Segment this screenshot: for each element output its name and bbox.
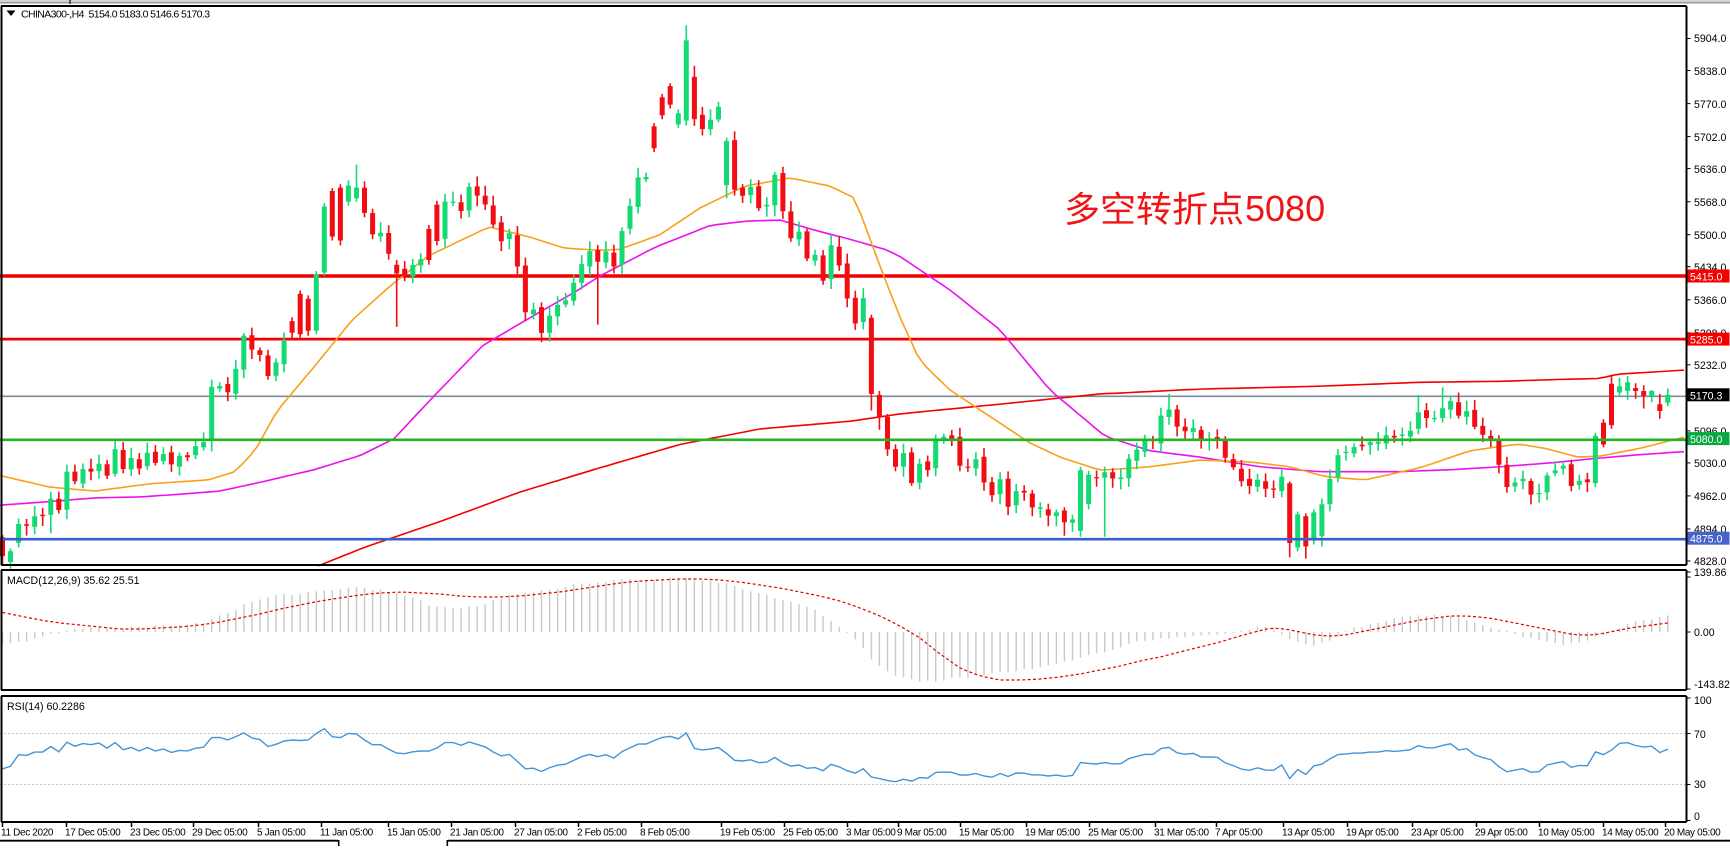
svg-text:-143.82: -143.82 [1694, 679, 1730, 691]
svg-text:20 May 05:00: 20 May 05:00 [1664, 828, 1721, 839]
svg-text:5366.0: 5366.0 [1694, 295, 1727, 307]
svg-text:5232.0: 5232.0 [1694, 360, 1727, 372]
svg-text:5080.0: 5080.0 [1690, 434, 1723, 446]
svg-text:13 Apr 05:00: 13 Apr 05:00 [1282, 828, 1335, 839]
svg-text:0.00: 0.00 [1694, 627, 1715, 639]
svg-text:CHINA300-,H4 5154.0 5183.0 51: CHINA300-,H4 5154.0 5183.0 5146.6 5170.3 [21, 9, 210, 21]
svg-text:30: 30 [1694, 779, 1706, 791]
svg-text:5568.0: 5568.0 [1694, 197, 1727, 209]
svg-text:5080: 5080 [1245, 188, 1325, 229]
svg-text:25 Feb 05:00: 25 Feb 05:00 [783, 828, 839, 839]
svg-text:5636.0: 5636.0 [1694, 164, 1727, 176]
svg-text:0: 0 [1694, 811, 1700, 823]
svg-text:29 Apr 05:00: 29 Apr 05:00 [1475, 828, 1528, 839]
svg-text:21 Jan 05:00: 21 Jan 05:00 [450, 828, 504, 839]
svg-text:8 Feb 05:00: 8 Feb 05:00 [640, 828, 690, 839]
svg-text:5838.0: 5838.0 [1694, 66, 1727, 78]
svg-text:139.86: 139.86 [1694, 567, 1727, 579]
svg-text:4828.0: 4828.0 [1694, 556, 1727, 568]
svg-text:19 Mar 05:00: 19 Mar 05:00 [1025, 828, 1081, 839]
svg-text:27 Jan 05:00: 27 Jan 05:00 [514, 828, 568, 839]
svg-text:15 Mar 05:00: 15 Mar 05:00 [959, 828, 1015, 839]
svg-text:15 Jan 05:00: 15 Jan 05:00 [387, 828, 441, 839]
svg-text:29 Dec 05:00: 29 Dec 05:00 [192, 828, 248, 839]
svg-text:4875.0: 4875.0 [1690, 534, 1723, 546]
svg-text:5904.0: 5904.0 [1694, 33, 1727, 45]
svg-text:70: 70 [1694, 729, 1706, 741]
svg-text:17 Dec 05:00: 17 Dec 05:00 [65, 828, 121, 839]
svg-text:5702.0: 5702.0 [1694, 132, 1727, 144]
svg-text:9 Mar 05:00: 9 Mar 05:00 [897, 828, 947, 839]
svg-text:23 Apr 05:00: 23 Apr 05:00 [1411, 828, 1464, 839]
svg-text:5170.3: 5170.3 [1690, 390, 1723, 402]
svg-text:5415.0: 5415.0 [1690, 272, 1723, 284]
svg-text:5285.0: 5285.0 [1690, 335, 1723, 347]
svg-text:31 Mar 05:00: 31 Mar 05:00 [1154, 828, 1210, 839]
svg-text:25 Mar 05:00: 25 Mar 05:00 [1088, 828, 1144, 839]
svg-text:11 Dec 2020: 11 Dec 2020 [1, 828, 54, 839]
svg-text:5030.0: 5030.0 [1694, 458, 1727, 470]
svg-text:3 Mar 05:00: 3 Mar 05:00 [846, 828, 896, 839]
svg-text:19 Feb 05:00: 19 Feb 05:00 [720, 828, 776, 839]
svg-text:14 May 05:00: 14 May 05:00 [1602, 828, 1659, 839]
svg-text:2 Feb 05:00: 2 Feb 05:00 [577, 828, 627, 839]
svg-text:11 Jan 05:00: 11 Jan 05:00 [320, 828, 374, 839]
svg-text:5 Jan 05:00: 5 Jan 05:00 [257, 828, 306, 839]
svg-text:RSI(14) 60.2286: RSI(14) 60.2286 [7, 701, 85, 713]
svg-text:5500.0: 5500.0 [1694, 230, 1727, 242]
svg-text:10 May 05:00: 10 May 05:00 [1538, 828, 1595, 839]
svg-text:7 Apr 05:00: 7 Apr 05:00 [1215, 828, 1263, 839]
svg-text:23 Dec 05:00: 23 Dec 05:00 [130, 828, 186, 839]
svg-text:5770.0: 5770.0 [1694, 99, 1727, 111]
svg-text:100: 100 [1694, 695, 1712, 707]
svg-text:19 Apr 05:00: 19 Apr 05:00 [1346, 828, 1399, 839]
svg-text:MACD(12,26,9) 35.62 25.51: MACD(12,26,9) 35.62 25.51 [7, 575, 140, 587]
svg-text:4962.0: 4962.0 [1694, 491, 1727, 503]
